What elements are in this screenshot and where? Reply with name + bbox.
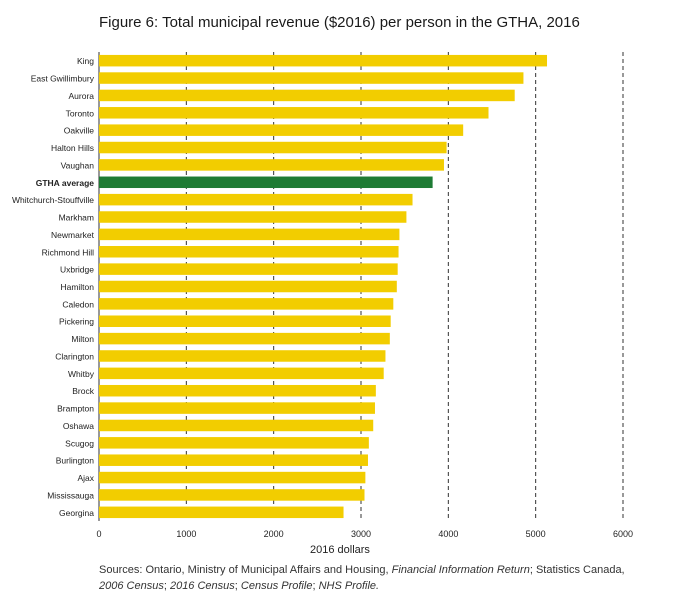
source-sep: ; [163, 580, 170, 592]
category-label: GTHA average [36, 178, 95, 188]
category-label: Mississauga [47, 490, 94, 500]
bar-pickering [99, 315, 391, 327]
x-tick-label: 4000 [438, 529, 458, 539]
bar-halton-hills [99, 141, 447, 154]
x-tick-labels: 0 1000 2000 3000 4000 5000 6000 [96, 529, 633, 539]
x-tick-label: 5000 [526, 529, 546, 539]
category-label: Richmond Hill [42, 247, 95, 257]
bar-clarington [99, 350, 386, 362]
category-label: King [77, 56, 94, 66]
bar-newmarket [99, 228, 400, 241]
category-label: Toronto [66, 108, 95, 118]
x-tick-label: 0 [96, 529, 101, 539]
category-label: Brock [72, 386, 94, 396]
bar-caledon [99, 298, 394, 310]
bars [99, 54, 548, 519]
category-label: Burlington [56, 456, 95, 466]
category-label: Uxbridge [60, 265, 94, 275]
category-label: Halton Hills [51, 143, 94, 153]
chart-title: Figure 6: Total municipal revenue ($2016… [99, 14, 580, 31]
source-sep: ; [234, 580, 241, 592]
bar-gtha-average [99, 176, 433, 189]
bar-richmond-hill [99, 246, 399, 258]
source-mid: ; Statistics Canada, [529, 564, 625, 576]
bar-vaughan [99, 159, 444, 171]
bar-east-gwillimbury [99, 72, 524, 84]
source-census-2016: 2016 Census [169, 580, 235, 592]
category-label: Hamilton [60, 282, 94, 292]
bar-milton [99, 332, 390, 345]
source-fir: Financial Information Return [391, 564, 530, 576]
category-label: Aurora [68, 91, 94, 101]
category-label: Oakville [64, 126, 95, 136]
bar-mississauga [99, 489, 365, 501]
category-label: Clarington [55, 351, 94, 361]
category-label: Whitby [68, 369, 95, 379]
bar-king [99, 54, 548, 67]
x-tick-label: 3000 [351, 529, 371, 539]
source-sep: ; [312, 580, 319, 592]
x-tick-label: 1000 [176, 529, 196, 539]
category-label: Whitchurch-Stouffville [12, 195, 94, 205]
source-note: Sources: Ontario, Ministry of Municipal … [99, 562, 639, 594]
category-label: Newmarket [51, 230, 95, 240]
category-label: Pickering [59, 317, 94, 327]
bar-whitchurch-stouffville [99, 193, 413, 206]
bar-oshawa [99, 419, 374, 432]
category-label: Georgina [59, 508, 94, 518]
category-label: Scugog [65, 438, 94, 448]
category-label: Milton [71, 334, 94, 344]
x-tick-label: 2000 [264, 529, 284, 539]
bar-hamilton [99, 280, 397, 293]
bar-georgina [99, 506, 344, 519]
category-label: East Gwillimbury [31, 74, 95, 84]
category-label: Brampton [57, 404, 94, 414]
source-nhs-profile: NHS Profile. [318, 580, 380, 592]
x-tick-label: 6000 [613, 529, 633, 539]
source-prefix: Sources: Ontario, Ministry of Municipal … [99, 564, 392, 576]
bar-toronto [99, 107, 489, 119]
category-label: Ajax [77, 473, 94, 483]
bar-whitby [99, 367, 384, 380]
category-label: Markham [59, 213, 94, 223]
category-label: Oshawa [63, 421, 94, 431]
source-census-profile: Census Profile [240, 580, 313, 592]
bar-ajax [99, 471, 366, 484]
bar-markham [99, 211, 407, 223]
bar-scugog [99, 437, 369, 449]
bar-oakville [99, 124, 464, 136]
bar-uxbridge [99, 263, 398, 275]
bar-burlington [99, 454, 368, 466]
category-label: Vaughan [61, 160, 95, 170]
bar-brock [99, 384, 376, 397]
x-axis-label: 2016 dollars [310, 544, 370, 556]
source-census-2006: 2006 Census [99, 580, 164, 592]
bar-brampton [99, 402, 375, 414]
category-label: Caledon [62, 299, 94, 309]
category-labels: King East Gwillimbury Aurora Toronto Oakvill… [12, 56, 95, 518]
bar-aurora [99, 89, 515, 102]
